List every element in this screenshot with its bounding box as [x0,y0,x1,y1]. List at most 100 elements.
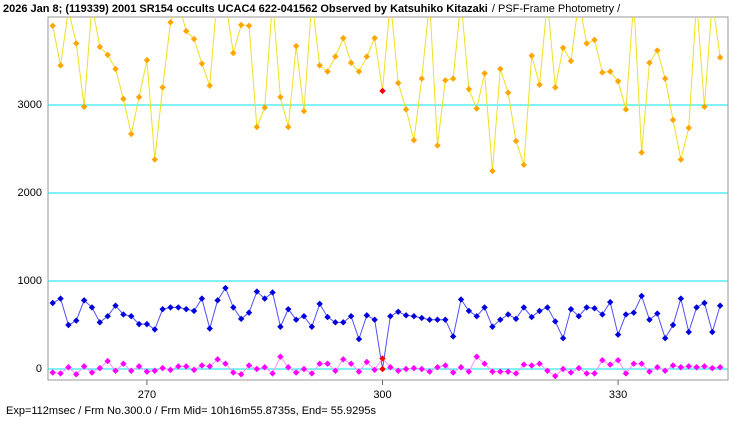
data-point [379,365,386,373]
data-point [143,320,151,328]
data-point [135,363,143,370]
data-point [497,65,504,73]
y-tick-label: 1000 [18,275,42,287]
data-point [73,371,80,378]
data-point [481,70,488,77]
data-point [677,295,685,302]
data-point [175,304,182,311]
data-point [355,68,363,75]
y-tick-label: 3000 [18,99,42,111]
data-point [693,304,700,311]
data-point [230,49,237,57]
data-point [614,331,622,338]
data-point [222,284,229,292]
data-point [316,62,323,69]
data-point [693,0,699,3]
data-point [481,360,488,367]
data-point [489,167,496,175]
data-point [371,316,378,323]
x-tick-label: 330 [609,389,627,401]
data-point [473,313,480,320]
data-point [631,0,637,3]
data-point [371,34,378,42]
data-point [442,77,449,84]
data-point [599,357,606,364]
data-point [88,304,96,311]
data-point [324,68,331,75]
data-point [128,313,135,320]
data-point [253,365,261,373]
data-point [80,103,88,110]
data-point [57,370,64,377]
data-point [316,300,323,308]
data-point [426,368,433,375]
data-point [198,295,206,302]
data-point [489,323,496,330]
data-point [599,311,606,318]
data-point [222,360,229,367]
data-point [300,313,308,320]
data-point [646,316,653,323]
data-point [65,321,72,329]
data-point [159,364,166,372]
data-point [449,333,457,340]
data-point [591,370,598,377]
data-point [285,305,292,313]
data-point [457,364,465,371]
data-point [434,316,441,323]
data-point [261,364,268,371]
data-point [536,307,543,315]
data-point [120,95,127,103]
data-point [442,316,449,323]
data-point [96,43,104,51]
data-point [552,84,559,91]
data-point [716,54,724,61]
data-point [237,371,245,378]
data-point [49,299,56,307]
data-point [520,161,528,169]
data-point [583,40,590,47]
data-point [245,22,253,29]
data-point [669,116,677,124]
data-point [104,357,111,365]
data-point [237,21,245,29]
data-point [504,89,512,96]
data-point [512,137,520,145]
data-point [182,27,190,35]
data-point [198,60,206,67]
data-point [261,295,268,302]
data-point [418,365,425,373]
data-point [685,124,692,132]
data-point [324,360,331,367]
data-point [253,123,261,131]
data-point [622,370,630,377]
data-point [410,313,418,320]
data-point [473,353,480,360]
data-point [198,362,206,369]
data-point [638,360,645,367]
y-tick-label: 0 [36,363,42,375]
data-point [567,369,575,376]
data-point [230,369,237,376]
data-point [135,320,143,328]
data-point [481,304,488,311]
data-point [285,123,292,131]
data-point [379,355,386,362]
data-point [363,53,370,60]
data-point [277,93,284,101]
data-point [591,305,598,312]
data-point [88,369,96,376]
data-point [583,370,590,377]
data-point [512,370,520,377]
data-point [277,353,284,360]
data-point [237,315,245,323]
data-point [387,364,394,371]
data-point [80,363,88,370]
y-tick-label: 2000 [18,187,42,199]
data-point [402,365,410,373]
data-point [567,57,575,65]
data-point [536,81,543,88]
data-point [607,361,614,368]
data-point [292,369,300,376]
data-point [646,368,653,375]
